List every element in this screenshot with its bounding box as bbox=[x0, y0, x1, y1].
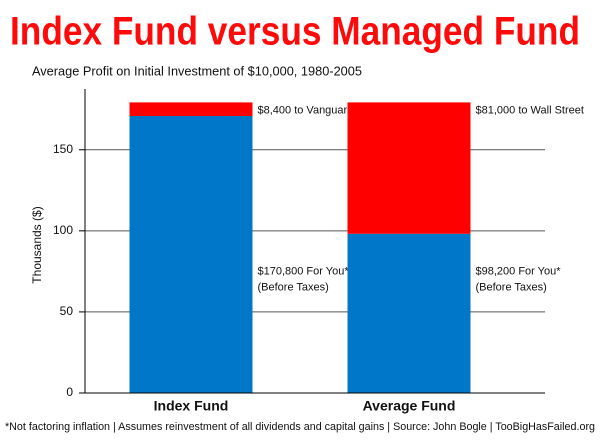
data-label: $170,800 For You* bbox=[258, 265, 350, 277]
y-axis-label: Thousands ($) bbox=[30, 206, 44, 283]
bar-segment bbox=[129, 116, 253, 393]
data-label: $8,400 to Vanguard bbox=[258, 104, 354, 116]
y-tick-label: 50 bbox=[60, 304, 74, 318]
y-tick-label: 100 bbox=[53, 223, 73, 237]
data-label: $81,000 to Wall Street bbox=[476, 104, 584, 116]
data-label: $98,200 For You* bbox=[476, 265, 562, 277]
bar-segment bbox=[347, 233, 471, 393]
x-tick-label: Average Fund bbox=[363, 398, 456, 414]
bar-segment bbox=[129, 102, 253, 117]
data-label-note: (Before Taxes) bbox=[258, 281, 329, 293]
bar-segment bbox=[347, 102, 471, 234]
chart-title: Index Fund versus Managed Fund bbox=[10, 10, 580, 54]
data-label-note: (Before Taxes) bbox=[476, 281, 547, 293]
chart-subtitle: Average Profit on Initial Investment of … bbox=[32, 63, 362, 78]
footnote: *Not factoring inflation | Assumes reinv… bbox=[5, 421, 595, 433]
y-tick-label: 0 bbox=[66, 385, 73, 399]
y-tick-label: 150 bbox=[53, 142, 73, 156]
x-tick-label: Index Fund bbox=[154, 398, 229, 414]
